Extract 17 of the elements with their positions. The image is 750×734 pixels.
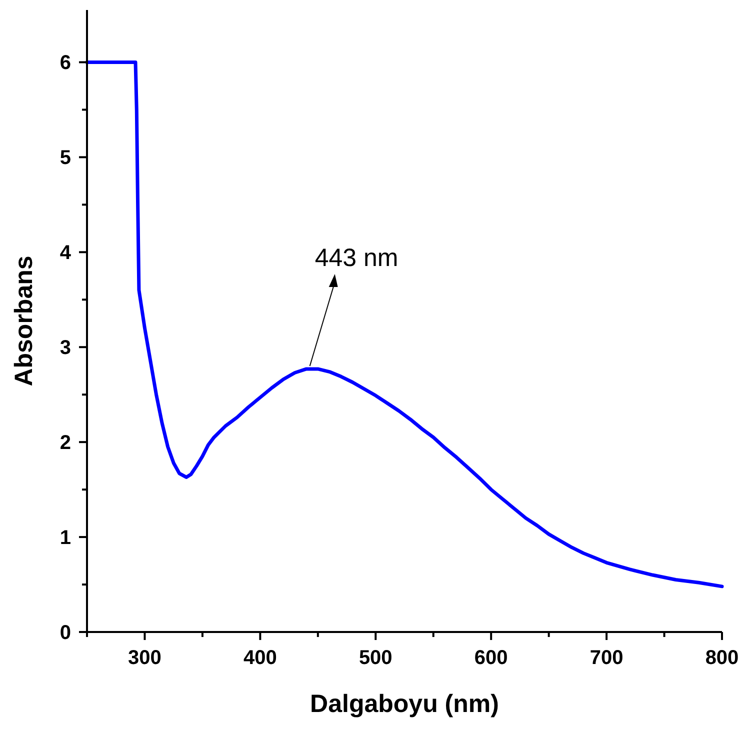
y-tick-label: 0: [60, 622, 71, 644]
x-axis-title: Dalgaboyu (nm): [310, 690, 499, 718]
y-tick-label: 4: [60, 242, 72, 264]
y-tick-label: 1: [60, 527, 71, 550]
y-tick-label: 6: [60, 52, 71, 74]
y-tick-label: 2: [60, 432, 71, 454]
x-tick-label: 600: [474, 647, 508, 669]
x-tick-label: 300: [128, 647, 162, 669]
y-tick-label: 5: [60, 147, 71, 170]
x-tick-label: 800: [705, 647, 739, 669]
x-tick-label: 700: [590, 647, 624, 669]
y-axis-title: Absorbans: [10, 256, 38, 386]
x-tick-label: 400: [243, 647, 277, 669]
y-tick-label: 3: [60, 337, 71, 360]
annotation: 443 nm: [314, 244, 398, 272]
x-tick-label: 500: [358, 647, 392, 669]
line-series: [85, 60, 724, 588]
